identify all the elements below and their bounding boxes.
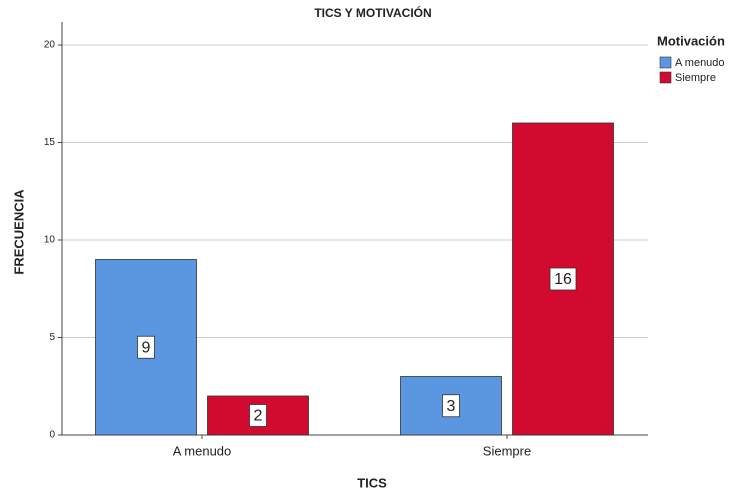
value-label-box (137, 335, 155, 359)
y-tick-label: 15 (44, 137, 56, 148)
x-axis-label: TICS (357, 475, 387, 490)
y-axis-label: FRECUENCIA (11, 189, 26, 275)
legend-swatch (659, 56, 672, 69)
value-label: 9 (142, 339, 151, 356)
y-tick-label: 20 (44, 40, 56, 51)
legend-title: Motivación (657, 33, 725, 48)
legend-label: Siempre (675, 72, 716, 84)
value-label: 3 (447, 398, 456, 415)
y-tick-label: 0 (49, 430, 55, 441)
y-tick-label: 10 (44, 235, 56, 246)
x-tick-label: A menudo (173, 443, 232, 458)
value-label: 2 (254, 408, 263, 425)
value-label-box (549, 267, 577, 291)
x-tick-label: Siempre (483, 443, 531, 458)
value-label-box (442, 394, 460, 418)
legend-swatch (659, 71, 672, 84)
chart-title: TICS Y MOTIVACIÓN (314, 5, 431, 20)
value-label: 16 (554, 271, 572, 288)
y-tick-label: 5 (49, 332, 55, 343)
value-label-box (249, 404, 267, 427)
legend-label: A menudo (675, 57, 725, 69)
